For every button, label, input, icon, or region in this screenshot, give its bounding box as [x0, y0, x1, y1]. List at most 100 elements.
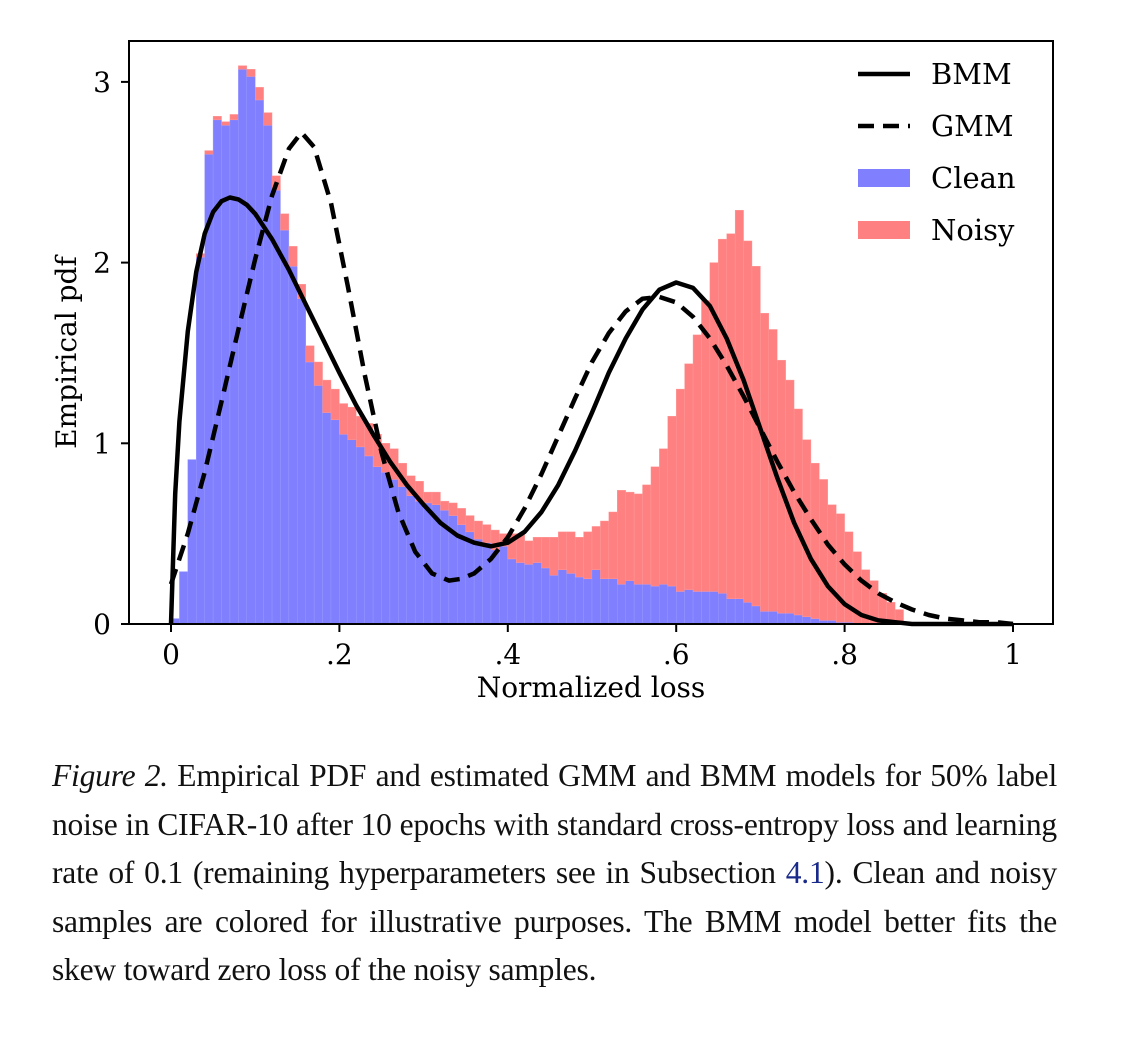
bar-clean: [667, 585, 677, 625]
bar-clean: [381, 472, 391, 625]
bar-clean: [558, 569, 567, 625]
bar-clean: [701, 591, 711, 625]
bar-clean: [541, 567, 551, 625]
bar-noisy: [339, 403, 349, 435]
y-tick-label: 1: [93, 427, 111, 460]
bar-noisy: [760, 312, 770, 612]
bar-clean: [734, 598, 744, 625]
x-tick-label: .2: [326, 638, 353, 671]
legend: BMM GMM Clean Noisy: [858, 57, 1016, 247]
legend-entry-clean: Clean: [858, 161, 1016, 195]
bar-noisy: [423, 491, 433, 504]
y-tick-label: 3: [93, 66, 111, 99]
bar-clean: [490, 549, 500, 625]
caption-text: Empirical PDF and estimated GMM and BMM …: [52, 758, 1057, 890]
bar-clean: [347, 439, 357, 625]
bar-clean: [423, 502, 433, 625]
y-axis-ticks: 0 1 2 3: [93, 66, 129, 641]
bar-noisy: [617, 490, 626, 585]
bar-noisy: [254, 87, 264, 101]
legend-label: GMM: [931, 109, 1014, 143]
bar-noisy: [726, 233, 736, 599]
bar-clean: [364, 455, 374, 625]
bar-clean: [600, 578, 610, 625]
bar-clean: [608, 578, 618, 625]
bar-noisy: [608, 511, 618, 580]
bar-clean: [254, 99, 264, 625]
subsection-link[interactable]: 4.1: [785, 855, 825, 890]
legend-entry-bmm: BMM: [858, 57, 1012, 91]
bar-noisy: [810, 462, 820, 619]
figure-caption: Figure 2. Empirical PDF and estimated GM…: [52, 752, 1057, 995]
bar-clean: [768, 611, 778, 625]
bar-noisy: [701, 300, 711, 592]
bar-noisy: [819, 479, 828, 621]
bar-noisy: [718, 238, 727, 594]
density-curves: [168, 130, 1014, 627]
bar-clean: [356, 446, 365, 625]
bar-noisy: [676, 388, 685, 592]
x-axis-label: Normalized loss: [477, 671, 706, 704]
bar-clean: [650, 585, 660, 625]
x-axis-ticks: 0 .2 .4 .6 .8 1: [162, 624, 1022, 671]
x-tick-label: 0: [162, 638, 180, 671]
bar-clean: [802, 616, 812, 625]
bar-clean: [187, 459, 197, 625]
bar-noisy: [734, 209, 744, 599]
legend-label: Noisy: [931, 213, 1015, 247]
bar-noisy: [313, 361, 323, 386]
bar-clean: [339, 434, 349, 625]
bar-noisy: [793, 408, 803, 616]
bar-clean: [516, 562, 525, 625]
y-tick-label: 0: [93, 608, 111, 641]
bar-noisy: [684, 363, 694, 590]
bar-clean: [406, 495, 416, 625]
bar-clean: [659, 584, 668, 625]
bar-clean: [785, 612, 795, 625]
plot-frame: [128, 40, 1054, 625]
bar-noisy: [280, 213, 290, 231]
bar-noisy: [440, 500, 450, 511]
bar-clean: [726, 598, 736, 625]
bar-noisy: [692, 334, 702, 592]
bar-clean: [549, 575, 559, 625]
curve-bmm: [168, 195, 1013, 627]
bar-clean: [499, 546, 509, 625]
bar-clean: [676, 591, 685, 625]
caption-text-end: ). Clean and noisy samples are colored f…: [52, 855, 1057, 987]
legend-label: BMM: [931, 57, 1012, 91]
bar-clean: [238, 69, 247, 625]
y-axis-label: Empirical pdf: [50, 254, 83, 449]
bar-clean: [709, 591, 719, 625]
bar-clean: [313, 385, 323, 625]
bar-noisy: [541, 537, 551, 569]
bar-clean: [574, 576, 584, 625]
bar-clean: [330, 419, 340, 625]
bar-noisy: [322, 379, 332, 413]
bar-clean: [297, 298, 306, 625]
bar-clean: [633, 584, 643, 625]
bar-clean: [743, 602, 753, 625]
bar-clean: [322, 412, 332, 625]
bar-noisy: [431, 491, 441, 505]
bar-noisy: [650, 466, 660, 587]
chart: 0 .2 .4 .6 .8 1 0 1 2 3 Normalized loss Empirica…: [50, 40, 1054, 704]
bar-noisy: [246, 69, 256, 77]
bar-noisy: [785, 379, 795, 614]
legend-entry-gmm: GMM: [858, 109, 1014, 143]
bar-clean: [617, 584, 626, 625]
x-tick-label: .8: [831, 638, 858, 671]
bar-noisy: [482, 524, 492, 543]
bar-clean: [777, 612, 786, 625]
x-tick-label: .6: [663, 638, 690, 671]
histogram-bars: [170, 65, 904, 625]
bar-noisy: [743, 240, 753, 603]
bar-noisy: [263, 112, 273, 126]
bar-clean: [473, 538, 483, 625]
bar-noisy: [229, 114, 239, 121]
bar-noisy: [802, 439, 812, 617]
bar-clean: [760, 611, 770, 625]
y-tick-label: 2: [93, 247, 111, 280]
bar-clean: [583, 578, 593, 625]
bar-clean: [524, 564, 534, 625]
